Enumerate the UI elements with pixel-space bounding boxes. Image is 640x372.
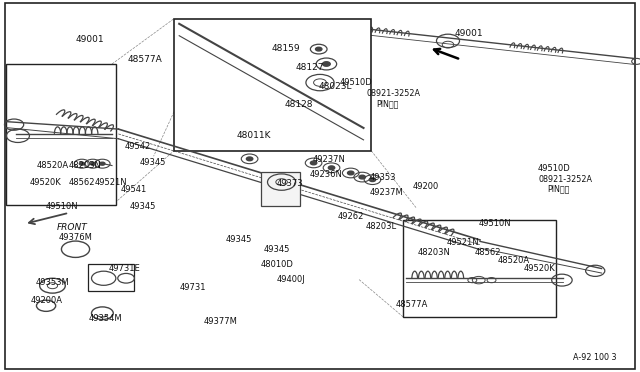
Text: 48127: 48127 xyxy=(296,63,324,72)
Text: 49237M: 49237M xyxy=(370,188,404,197)
Text: 48023L: 48023L xyxy=(319,82,352,91)
Text: 49345: 49345 xyxy=(264,246,290,254)
Text: 49345: 49345 xyxy=(140,158,166,167)
Circle shape xyxy=(310,161,317,165)
Text: 48562: 48562 xyxy=(475,248,501,257)
Text: 49262: 49262 xyxy=(338,212,364,221)
Text: 48520A: 48520A xyxy=(498,256,530,265)
Text: FRONT: FRONT xyxy=(56,223,87,232)
Text: 49541: 49541 xyxy=(120,185,147,194)
Text: 48159: 48159 xyxy=(272,44,301,53)
Text: 48203N: 48203N xyxy=(68,161,101,170)
Bar xyxy=(6,64,116,205)
Text: 49237N: 49237N xyxy=(312,155,345,164)
Circle shape xyxy=(323,62,330,66)
Circle shape xyxy=(369,178,376,182)
Text: PINビン: PINビン xyxy=(376,99,399,108)
Bar xyxy=(403,220,556,317)
Circle shape xyxy=(348,171,354,175)
Circle shape xyxy=(90,162,95,165)
Text: 49520K: 49520K xyxy=(30,178,62,187)
Circle shape xyxy=(328,166,335,170)
Circle shape xyxy=(316,47,322,51)
Text: 49521N: 49521N xyxy=(447,238,479,247)
Text: 49001: 49001 xyxy=(76,35,104,44)
Text: 49510D: 49510D xyxy=(538,164,570,173)
Text: 49200A: 49200A xyxy=(31,296,63,305)
Text: 48203N: 48203N xyxy=(417,248,450,257)
Text: 49354M: 49354M xyxy=(88,314,122,323)
Text: A-92 100 3: A-92 100 3 xyxy=(573,353,616,362)
Text: 49520K: 49520K xyxy=(524,264,556,273)
Text: 49345: 49345 xyxy=(129,202,156,211)
Text: 49521N: 49521N xyxy=(95,178,127,187)
Text: 49377M: 49377M xyxy=(204,317,237,326)
Text: 49353: 49353 xyxy=(370,173,396,182)
Text: 49542: 49542 xyxy=(124,142,150,151)
Circle shape xyxy=(100,162,105,165)
Text: 49001: 49001 xyxy=(454,29,483,38)
Text: 49373: 49373 xyxy=(276,179,303,187)
Text: 49376M: 49376M xyxy=(59,233,93,242)
Bar xyxy=(174,19,371,151)
Text: 49400J: 49400J xyxy=(276,275,305,284)
Text: 49731E: 49731E xyxy=(109,264,141,273)
Text: 49345: 49345 xyxy=(225,235,252,244)
Circle shape xyxy=(79,162,84,165)
Text: 48577A: 48577A xyxy=(128,55,163,64)
Text: 49510N: 49510N xyxy=(46,202,79,211)
Bar xyxy=(261,172,300,205)
Text: 48203L: 48203L xyxy=(366,222,397,231)
Text: 49200: 49200 xyxy=(413,182,439,191)
Text: 08921-3252A: 08921-3252A xyxy=(366,89,420,98)
Text: 49731: 49731 xyxy=(179,283,205,292)
Text: 08921-3252A: 08921-3252A xyxy=(539,175,593,184)
Text: 48520A: 48520A xyxy=(37,161,69,170)
Text: 48562: 48562 xyxy=(68,178,95,187)
Bar xyxy=(88,264,134,291)
Text: 48577A: 48577A xyxy=(396,300,428,309)
Text: 49353M: 49353M xyxy=(35,278,69,287)
Text: 48011K: 48011K xyxy=(237,131,271,140)
Text: 49510D: 49510D xyxy=(339,78,372,87)
Text: 49510N: 49510N xyxy=(479,219,511,228)
Text: 49236N: 49236N xyxy=(310,170,342,179)
Text: PINビン: PINビン xyxy=(547,185,570,193)
Text: 48010D: 48010D xyxy=(261,260,294,269)
Circle shape xyxy=(246,157,253,161)
Circle shape xyxy=(359,175,365,179)
Text: 48128: 48128 xyxy=(285,100,314,109)
